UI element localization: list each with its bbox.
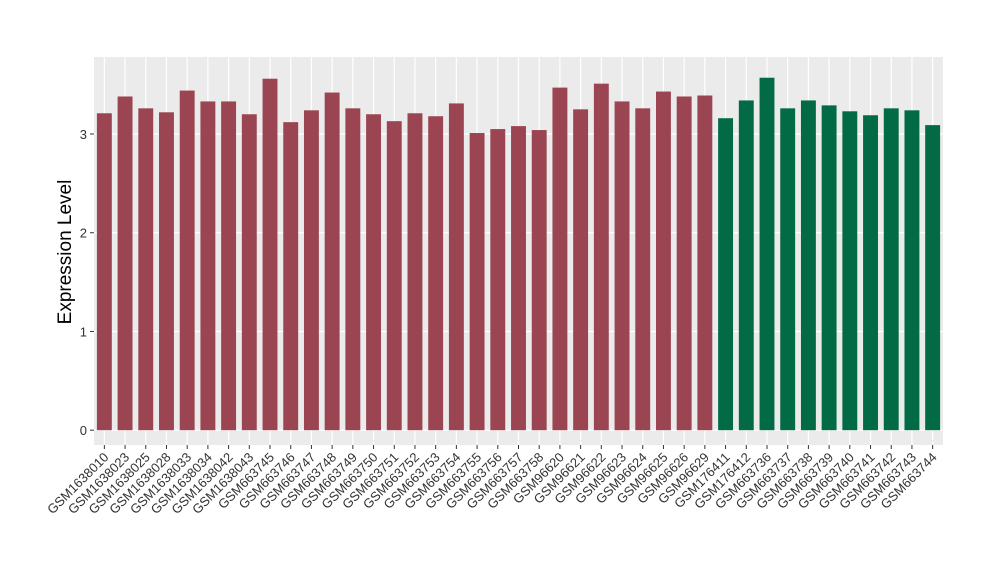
- bar-GSM96621: [573, 109, 589, 431]
- bar-GSM663740: [842, 111, 858, 431]
- bar-GSM96623: [614, 101, 630, 431]
- bar-GSM96620: [552, 87, 568, 431]
- bar-GSM663748: [324, 92, 340, 431]
- y-axis-title: Expression Level: [55, 180, 76, 325]
- bar-GSM1638025: [138, 108, 154, 431]
- bar-GSM663758: [531, 130, 547, 431]
- bar-GSM663752: [407, 113, 423, 431]
- y-tick-label: 1: [80, 324, 87, 339]
- bar-GSM96625: [655, 91, 671, 431]
- bar-GSM663737: [780, 108, 796, 431]
- bar-GSM1638010: [96, 113, 112, 431]
- bar-GSM663746: [283, 122, 299, 431]
- y-axis: 0 1 2 3: [80, 127, 94, 438]
- bar-GSM663750: [366, 114, 382, 431]
- bar-GSM176412: [738, 100, 754, 431]
- bar-GSM663755: [469, 133, 485, 431]
- bar-GSM663741: [863, 115, 878, 431]
- bar-GSM663756: [490, 129, 506, 431]
- bar-GSM1638043: [241, 114, 257, 431]
- bar-GSM96624: [635, 108, 651, 431]
- bar-GSM663751: [386, 121, 402, 431]
- bar-GSM1638023: [117, 96, 133, 431]
- y-tick-label: 0: [80, 423, 87, 438]
- bar-GSM663757: [511, 126, 526, 431]
- bar-layer: [96, 77, 941, 431]
- bar-GSM663753: [428, 116, 444, 431]
- y-tick-label: 2: [80, 226, 87, 241]
- bar-GSM1638033: [179, 90, 195, 431]
- x-axis: GSM1638010GSM1638023GSM1638025GSM1638028…: [44, 445, 940, 517]
- bar-GSM663742: [883, 108, 899, 431]
- bar-GSM663738: [800, 100, 816, 431]
- bar-GSM663749: [345, 108, 361, 431]
- bar-GSM663754: [448, 103, 464, 431]
- bar-GSM1638042: [221, 101, 237, 431]
- bar-GSM1638034: [200, 101, 216, 431]
- bar-GSM663739: [821, 105, 837, 431]
- bar-GSM1638028: [159, 112, 174, 431]
- bar-GSM176411: [718, 118, 734, 431]
- y-tick-label: 3: [80, 127, 87, 142]
- bar-GSM663743: [904, 110, 920, 431]
- bar-GSM96622: [593, 83, 609, 431]
- bar-GSM663744: [925, 125, 941, 431]
- bar-GSM663745: [262, 78, 278, 431]
- bar-GSM663736: [759, 77, 775, 431]
- bar-GSM96626: [676, 96, 692, 431]
- bar-GSM96629: [697, 95, 713, 431]
- bar-GSM663747: [303, 110, 319, 431]
